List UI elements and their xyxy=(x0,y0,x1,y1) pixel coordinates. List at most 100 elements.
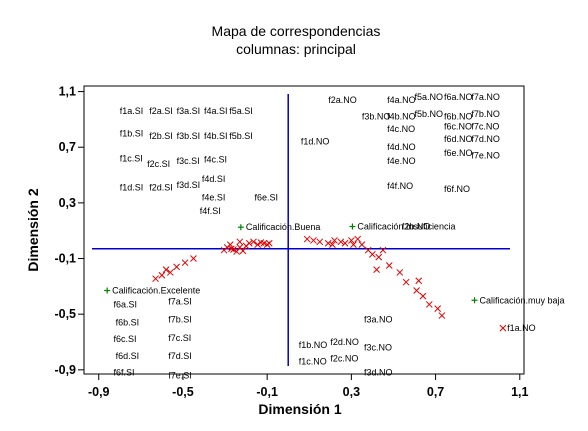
point-label: f3b.SI xyxy=(177,131,201,141)
point-label: f3c.SI xyxy=(177,156,200,166)
point-labels: f1a.SI f2a.SI f3a.SI f4a.SI f5a.SI f1b.SI f2b.… xyxy=(113,92,535,380)
column-point xyxy=(166,269,174,276)
column-point xyxy=(358,241,366,248)
column-point xyxy=(438,312,446,319)
point-label: f7a.NO xyxy=(471,92,500,102)
y-tick-label: -0,5 xyxy=(54,307,76,321)
column-point xyxy=(239,247,247,255)
column-point xyxy=(324,239,332,247)
point-label: f2b.SI xyxy=(149,131,173,141)
column-point xyxy=(236,238,244,246)
point-label: f4f.NO xyxy=(387,181,413,191)
category-point: Calificación.Excelente xyxy=(104,286,200,296)
point-label: f4c.SI xyxy=(204,155,227,165)
reference-lines xyxy=(92,94,510,366)
y-tick-label: -0,9 xyxy=(54,363,76,377)
column-point xyxy=(162,266,170,274)
point-label: f4b.NO xyxy=(387,112,416,122)
category-label: Calificación.Buena xyxy=(246,222,321,232)
column-point xyxy=(499,324,507,332)
point-label: f5a.SI xyxy=(229,106,253,116)
point-label: f1b.SI xyxy=(120,128,144,138)
column-point xyxy=(348,237,355,244)
point-label: f3a.SI xyxy=(177,106,201,116)
column-point xyxy=(228,245,235,253)
point-label: f3a.NO xyxy=(364,315,393,325)
column-point xyxy=(375,253,383,261)
point-label: f7c.NO xyxy=(471,121,499,131)
column-point xyxy=(354,235,362,243)
column-point xyxy=(419,292,427,300)
column-point xyxy=(254,241,262,248)
point-label: f4b.SI xyxy=(204,131,228,141)
point-label: f4e.NO xyxy=(387,156,416,166)
category-label: Calificación.Excelente xyxy=(112,286,200,296)
column-point xyxy=(310,237,317,244)
point-label: f3d.SI xyxy=(177,180,201,190)
category-label: Calificación.muy baja xyxy=(480,295,565,305)
point-label: f2c.SI xyxy=(147,159,170,169)
point-label: f6e.NO xyxy=(444,148,473,158)
category-label: Calificación.Insuficiencia xyxy=(357,222,455,232)
category-point: Calificación.Insuficiencia xyxy=(349,222,455,232)
category-points: Calificación.Buena Calificación.Insuficie… xyxy=(104,222,565,305)
y-tick-label: 0,3 xyxy=(59,196,76,210)
column-point xyxy=(402,278,410,286)
point-label: f4d.SI xyxy=(202,174,226,184)
column-points xyxy=(152,235,507,332)
column-point xyxy=(230,246,237,253)
column-point xyxy=(415,277,423,285)
x-tick-label: 0,7 xyxy=(427,385,444,399)
y-axis: -0,9 -0,5 -0,1 0,3 0,7 1,1 xyxy=(54,85,84,377)
point-label: f5b.NO xyxy=(415,109,444,119)
column-point xyxy=(331,237,338,244)
category-point: Calificación.muy baja xyxy=(471,295,565,305)
column-point xyxy=(226,241,234,248)
column-point xyxy=(341,239,349,247)
point-label: f3d.NO xyxy=(364,368,393,378)
chart-title: Mapa de correspondencias xyxy=(212,23,381,39)
point-label: f7d.SI xyxy=(168,351,192,361)
point-label: f6f.SI xyxy=(113,368,134,378)
x-tick-label: -0,5 xyxy=(172,385,194,399)
column-point xyxy=(190,255,197,262)
x-tick-label: -0,9 xyxy=(88,385,110,399)
point-label: f2b.NO xyxy=(402,222,431,232)
point-label: f6b.SI xyxy=(116,318,140,328)
column-point xyxy=(350,241,357,248)
y-tick-label: 0,7 xyxy=(59,140,76,154)
x-axis: -0,9 -0,5 -0,1 0,3 0,7 1,1 xyxy=(88,374,529,399)
point-label: f4a.SI xyxy=(204,106,228,116)
column-point xyxy=(369,250,376,258)
point-label: f6c.NO xyxy=(444,121,472,131)
column-point xyxy=(379,246,387,254)
column-point xyxy=(265,239,273,247)
point-label: f2c.NO xyxy=(330,354,358,364)
column-point xyxy=(173,263,180,271)
point-label: f4a.NO xyxy=(387,95,416,105)
point-label: f2d.SI xyxy=(149,183,173,193)
point-label: f2a.NO xyxy=(328,95,357,105)
point-label: f1c.SI xyxy=(120,153,143,163)
x-tick-label: 0,3 xyxy=(343,385,360,399)
point-label: f7b.SI xyxy=(168,315,192,325)
column-point xyxy=(337,238,345,246)
y-tick-label: 1,1 xyxy=(59,85,76,99)
point-label: f4e.SI xyxy=(202,192,226,202)
column-point xyxy=(250,238,257,246)
point-label: f2d.NO xyxy=(330,337,359,347)
y-tick-label: -0,1 xyxy=(54,252,76,266)
point-label: f6a.SI xyxy=(113,299,137,309)
point-label: f1c.NO xyxy=(299,356,327,366)
column-point xyxy=(425,301,433,308)
point-label: f5b.SI xyxy=(229,131,253,141)
point-label: f4f.SI xyxy=(200,206,221,216)
chart-subtitle: columnas: principal xyxy=(236,41,356,57)
column-point xyxy=(303,235,311,243)
point-label: f1d.SI xyxy=(120,183,144,193)
column-point xyxy=(396,269,404,276)
point-label: f7c.SI xyxy=(168,333,191,343)
point-label: f6b.NO xyxy=(444,112,473,122)
point-label: f6a.NO xyxy=(444,92,473,102)
